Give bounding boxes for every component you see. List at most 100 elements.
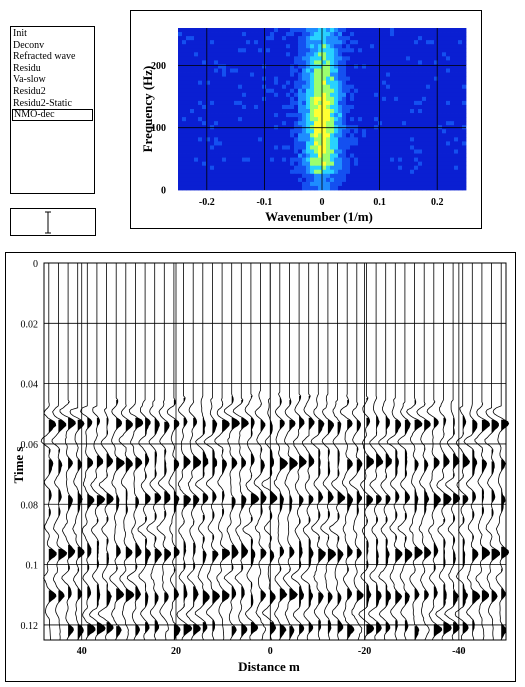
fk-heat-cell	[430, 80, 435, 86]
fk-heat-cell	[430, 145, 435, 150]
fk-heat-cell	[406, 52, 411, 57]
fk-heat-cell	[218, 157, 223, 163]
fk-heat-cell	[354, 96, 359, 102]
step-item-residu2[interactable]: Residu2	[13, 85, 46, 97]
fk-heat-cell	[454, 153, 459, 158]
fk-heat-cell	[218, 109, 223, 114]
fk-heat-cell	[222, 84, 227, 90]
fk-heat-cell	[310, 117, 315, 122]
seismic-trace-fill	[453, 417, 460, 634]
fk-heat-cell	[430, 88, 435, 94]
fk-heat-cell	[342, 36, 347, 41]
step-item-refracted-wave[interactable]: Refracted wave	[13, 51, 76, 63]
fk-heat-cell	[398, 36, 403, 41]
fk-heat-cell	[246, 104, 251, 110]
fk-heat-cell	[194, 76, 199, 82]
range-marker-box[interactable]	[10, 208, 96, 236]
fk-heat-cell	[290, 149, 295, 154]
step-item-residu2-static[interactable]: Residu2-Static	[13, 97, 72, 109]
seismic-y-tick: 0.06	[21, 440, 39, 451]
fk-heat-cell	[458, 96, 463, 102]
fk-heat-cell	[374, 181, 379, 187]
fk-heat-cell	[462, 40, 467, 45]
fk-heat-cell	[450, 64, 455, 69]
fk-heat-cell	[266, 88, 271, 94]
fk-heat-cell	[182, 88, 187, 94]
fk-heat-cell	[422, 129, 427, 134]
fk-heat-cell	[370, 129, 375, 134]
fk-heat-cell	[414, 149, 419, 154]
fk-heat-cell	[258, 137, 263, 142]
fk-heat-cell	[178, 96, 183, 102]
fk-heat-cell	[238, 113, 243, 118]
fk-heat-cell	[354, 72, 359, 77]
fk-heat-cell	[310, 100, 315, 106]
step-item-nmo-dec[interactable]: NMO-dec	[12, 109, 93, 121]
fk-heat-cell	[318, 161, 323, 167]
fk-heat-cell	[426, 117, 431, 122]
fk-heat-cell	[298, 96, 303, 102]
fk-heat-cell	[294, 149, 299, 154]
fk-heat-cell	[318, 169, 323, 175]
step-item-residu[interactable]: Residu	[13, 62, 41, 74]
step-item-va-slow[interactable]: Va-slow	[13, 74, 46, 86]
fk-heat-cell	[390, 109, 395, 114]
fk-heat-cell	[382, 96, 387, 102]
fk-heat-cell	[358, 117, 363, 122]
fk-heat-cell	[178, 165, 183, 171]
fk-heat-cell	[446, 92, 451, 98]
fk-heat-cell	[306, 185, 311, 191]
fk-heat-cell	[194, 92, 199, 98]
fk-heat-cell	[402, 149, 407, 154]
fk-heat-cell	[294, 60, 299, 65]
seismic-trace-fill	[260, 403, 267, 603]
fk-heat-cell	[322, 40, 327, 45]
fk-heat-cell	[298, 133, 303, 138]
fk-heat-cell	[362, 173, 367, 179]
fk-heat-cell	[282, 177, 287, 183]
fk-heat-cell	[430, 113, 435, 118]
fk-heat-cell	[354, 76, 359, 82]
fk-heat-cell	[202, 92, 207, 98]
processing-step-list[interactable]: Init Deconv Refracted wave Residu Va-slow Res…	[10, 26, 95, 194]
range-marker-icon[interactable]	[11, 209, 97, 237]
fk-heat-cell	[398, 185, 403, 191]
fk-heat-cell	[234, 169, 239, 175]
fk-heat-cell	[222, 60, 227, 65]
seismic-y-tick: 0.08	[21, 500, 39, 511]
fk-heat-cell	[422, 36, 427, 41]
fk-heat-cell	[234, 149, 239, 154]
fk-heat-cell	[342, 181, 347, 187]
fk-heat-cell	[402, 80, 407, 86]
fk-heat-cell	[266, 149, 271, 154]
fk-heat-cell	[270, 149, 275, 154]
fk-heat-cell	[438, 72, 443, 77]
fk-heat-cell	[434, 48, 439, 53]
fk-heat-cell	[330, 104, 335, 110]
fk-heat-cell	[182, 141, 187, 146]
step-item-deconv[interactable]: Deconv	[13, 39, 45, 51]
fk-heat-cell	[306, 133, 311, 138]
seismic-x-tick: 40	[77, 646, 87, 657]
fk-heat-cell	[218, 32, 223, 37]
fk-heat-cell	[422, 72, 427, 77]
fk-heat-cell	[230, 88, 235, 94]
fk-heat-cell	[370, 169, 375, 175]
fk-heat-cell	[254, 153, 259, 158]
seismic-trace-fill	[58, 419, 67, 603]
fk-heat-cell	[322, 88, 327, 94]
fk-heat-cell	[406, 173, 411, 179]
fk-heat-cell	[298, 153, 303, 158]
step-item-init[interactable]: Init	[13, 28, 27, 39]
fk-heat-cell	[390, 56, 395, 61]
fk-heat-cell	[238, 129, 243, 134]
fk-heat-cell	[426, 157, 431, 163]
fk-heat-cell	[218, 121, 223, 126]
fk-heat-cell	[334, 92, 339, 98]
fk-heat-cell	[242, 177, 247, 183]
fk-heat-cell	[242, 84, 247, 90]
fk-heat-cell	[442, 117, 447, 122]
fk-heat-cell	[462, 113, 467, 118]
fk-heat-cell	[398, 181, 403, 187]
fk-heat-cell	[318, 109, 323, 114]
